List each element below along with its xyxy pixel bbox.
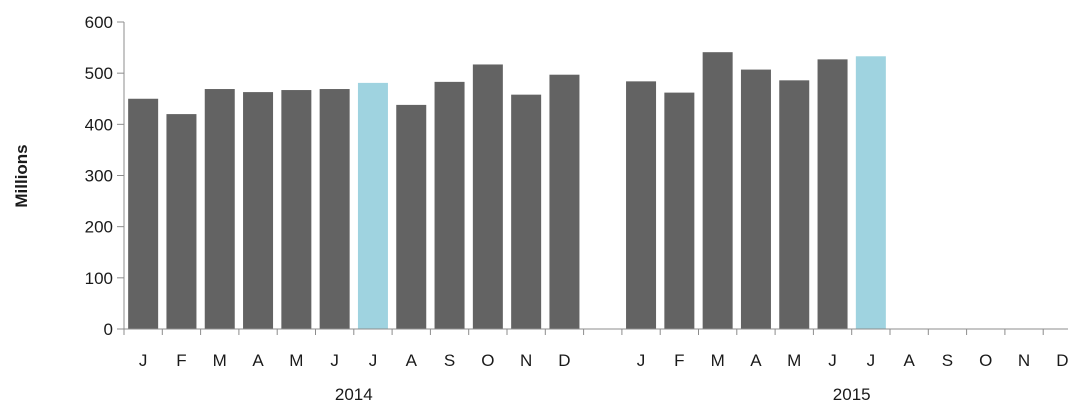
x-tick-label: A [750,351,762,370]
y-tick-label: 600 [85,13,113,32]
x-tick-label: J [867,351,876,370]
x-tick-label: A [903,351,915,370]
bar [511,94,542,329]
bar [626,81,657,329]
bar [549,74,580,330]
y-tick-label: 200 [85,218,113,237]
bar [281,90,312,329]
x-tick-label: S [942,351,953,370]
x-tick-label: J [369,351,378,370]
bar [817,59,848,330]
bar [396,104,427,329]
y-axis: 0 100 200 300 400 500 600 [85,13,125,339]
bar [434,81,465,330]
x-tick-label: D [558,351,570,370]
bars [128,52,886,330]
x-tick-label: F [674,351,684,370]
x-tick-label: A [406,351,418,370]
bar [779,80,810,329]
y-tick-label: 0 [104,320,113,339]
bar [855,56,886,329]
x-tick-label: M [289,351,303,370]
bar [166,114,197,329]
x-tick-label: F [176,351,186,370]
y-axis-label: Millions [12,144,31,207]
bar [204,89,235,329]
x-tick-label: J [330,351,339,370]
bar [357,82,388,329]
y-tick-label: 300 [85,167,113,186]
x-tick-label: M [787,351,801,370]
x-tick-label: S [444,351,455,370]
x-tick-label: D [1056,351,1068,370]
bar [740,69,771,330]
x-tick-label: N [1018,351,1030,370]
x-tick-label: O [481,351,494,370]
year-label: 2015 [833,385,871,404]
year-labels: 2014 2015 [335,385,871,404]
bar [319,89,350,329]
bar [243,92,274,330]
bar [128,98,159,329]
x-tick-label: O [979,351,992,370]
x-tick-label: J [828,351,837,370]
year-label: 2014 [335,385,373,404]
x-tick-label: N [520,351,532,370]
y-tick-label: 500 [85,64,113,83]
x-tick-label: J [139,351,148,370]
y-tick-label: 100 [85,269,113,288]
x-tick-label: J [637,351,646,370]
x-tick-label: M [711,351,725,370]
x-tick-label: M [213,351,227,370]
y-tick-label: 400 [85,115,113,134]
bar [472,64,503,330]
bar [702,52,733,330]
bar [664,92,695,329]
x-tick-label: A [252,351,264,370]
